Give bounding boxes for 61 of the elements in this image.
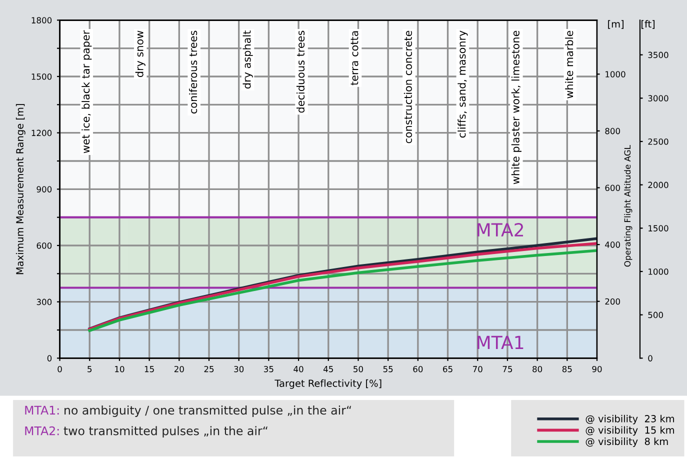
x-tick-label: 35: [264, 366, 274, 372]
y3-tick-label: 1500: [648, 225, 668, 232]
y3-tick-label: 2500: [648, 138, 668, 145]
annotation: cliffs, sand, masonry: [458, 30, 468, 138]
y2-tick-label: 600: [605, 184, 620, 192]
x-tick-label: 55: [383, 366, 393, 372]
band-label: MTA2: [478, 222, 524, 236]
annotation: construction concrete: [404, 30, 412, 144]
x-tick-label: 50: [354, 366, 363, 372]
x-tick-label: 40: [294, 366, 304, 372]
x-tick-label: 5: [88, 366, 92, 372]
text: MTA2: two transmitted pulses „in the air“: [25, 426, 268, 438]
y3-tick-label: 1000: [648, 268, 668, 275]
annotation: wet ice, black tar paper: [82, 30, 92, 154]
y-tick-label: 1500: [32, 73, 52, 80]
y2-axis-title: [m]: [608, 20, 624, 29]
y2-tick-label: 800: [605, 128, 620, 134]
x-tick-label: 80: [532, 366, 542, 372]
x-tick-label: 20: [174, 366, 184, 372]
x-tick-label: 45: [323, 366, 333, 372]
y2-tick-label: 200: [605, 298, 620, 305]
annotation: terra cotta: [350, 31, 358, 86]
text: Operating Flight Altitude AGL: [624, 145, 632, 267]
y-tick-label: 1800: [32, 17, 52, 24]
legend-label: @ visibility 23 km: [586, 414, 674, 424]
x-axis-title: Target Reflectivity [%]: [274, 379, 382, 389]
annotation: white plaster work, limestone: [511, 30, 522, 184]
x-tick-label: 0: [58, 366, 62, 372]
legend-label: @ visibility 8 km: [586, 438, 668, 447]
x-tick-label: 15: [144, 366, 154, 372]
y-tick-label: 0: [47, 355, 52, 362]
y3-tick-label: 0: [648, 355, 652, 362]
x-tick-label: 10: [115, 366, 124, 372]
y-axis-title: Maximum Measurement Range [m]: [16, 104, 26, 274]
y2-tick-label: 400: [605, 242, 620, 248]
y-tick-label: 1200: [32, 130, 52, 136]
y2-tick-label: 1000: [606, 71, 626, 78]
y3-axis-title: [ft]: [642, 20, 655, 29]
y-tick-label: 600: [36, 242, 52, 249]
x-tick-label: 25: [204, 366, 214, 372]
x-tick-label: 85: [562, 366, 572, 372]
y-tick-label: 900: [36, 186, 52, 192]
y3-tick-label: 500: [648, 312, 663, 318]
x-tick-label: 70: [473, 366, 482, 372]
legend-label: @ visibility 15 km: [586, 426, 674, 436]
annotation: coniferous trees: [189, 30, 198, 114]
y3-tick-label: 2000: [648, 182, 668, 188]
y-tick-label: 300: [36, 298, 52, 306]
band-label: MTA1: [478, 336, 524, 350]
y3-tick-label: 3500: [648, 52, 668, 58]
x-tick-label: 30: [234, 366, 244, 372]
y3-tick-label: 3000: [648, 95, 668, 102]
x-tick-label: 75: [502, 366, 512, 372]
x-tick-label: 60: [413, 366, 423, 372]
annotation: dry asphalt: [242, 30, 253, 88]
annotation: dry snow: [135, 30, 146, 78]
x-tick-label: 90: [592, 366, 602, 372]
annotation: deciduous trees: [296, 30, 305, 113]
text: MTA1: no ambiguity / one transmitted pulse „in the air“: [25, 406, 352, 417]
annotation: white marble: [565, 30, 574, 98]
x-tick-label: 65: [443, 366, 452, 372]
